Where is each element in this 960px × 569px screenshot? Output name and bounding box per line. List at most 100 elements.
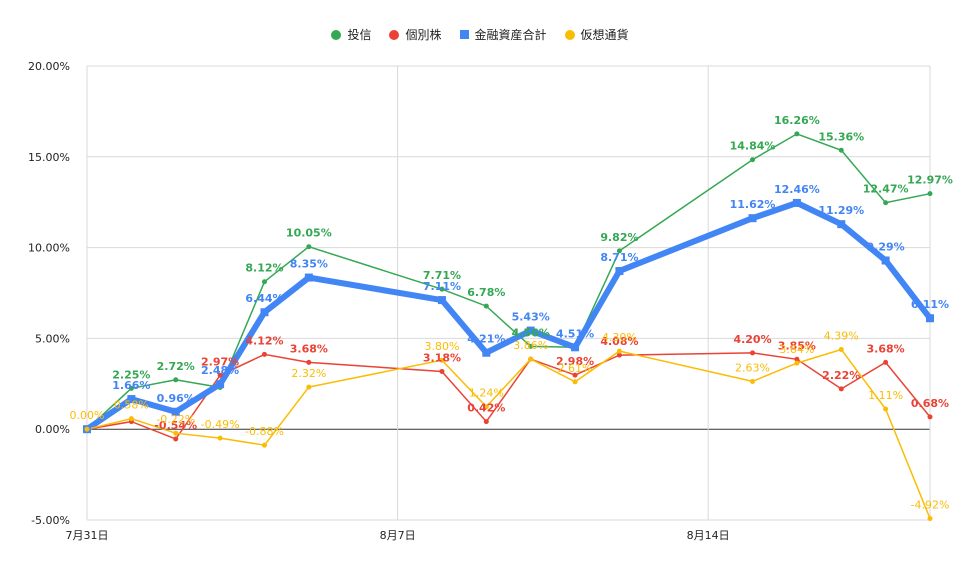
data-point-2[interactable]: [615, 267, 624, 276]
data-label-2: 4.51%: [556, 327, 594, 340]
data-point-1[interactable]: [261, 351, 267, 357]
data-point-0[interactable]: [483, 303, 489, 309]
data-label-0: 12.97%: [907, 174, 953, 187]
data-label-3: 0.58%: [114, 399, 149, 412]
data-label-3: 3.64%: [779, 343, 814, 356]
legend-item-1[interactable]: 個別株: [389, 26, 442, 43]
data-label-2: 2.48%: [201, 364, 239, 377]
data-label-3: -4.92%: [911, 499, 950, 512]
legend-swatch-0: [331, 29, 342, 40]
y-tick-label: 5.00%: [35, 332, 70, 345]
data-label-3: -0.22%: [156, 413, 195, 426]
data-point-1[interactable]: [838, 386, 844, 392]
data-label-2: 7.11%: [423, 280, 461, 293]
legend-item-0[interactable]: 投信: [331, 26, 371, 43]
data-point-0[interactable]: [439, 286, 445, 292]
data-point-1[interactable]: [439, 368, 445, 374]
legend-label-3: 仮想通貨: [580, 28, 629, 42]
data-point-0[interactable]: [173, 377, 179, 383]
data-point-2[interactable]: [127, 395, 136, 404]
data-point-3[interactable]: [84, 426, 90, 432]
data-point-2[interactable]: [837, 220, 846, 229]
data-point-2[interactable]: [792, 198, 801, 207]
data-point-0[interactable]: [528, 343, 534, 349]
data-point-2[interactable]: [304, 273, 313, 282]
data-label-2: 12.46%: [774, 183, 820, 196]
data-point-1[interactable]: [217, 372, 223, 378]
data-point-0[interactable]: [883, 200, 889, 206]
data-point-0[interactable]: [927, 191, 933, 197]
legend-item-3[interactable]: 仮想通貨: [564, 26, 629, 43]
data-point-0[interactable]: [128, 385, 134, 391]
data-label-3: 1.24%: [469, 387, 504, 400]
data-point-3[interactable]: [306, 384, 312, 390]
data-point-0[interactable]: [616, 248, 622, 254]
data-point-0[interactable]: [794, 131, 800, 137]
data-point-0[interactable]: [261, 279, 267, 285]
data-label-0: 14.84%: [730, 140, 776, 153]
data-point-2[interactable]: [171, 407, 180, 416]
data-point-1[interactable]: [883, 359, 889, 365]
data-label-0: 16.26%: [774, 114, 820, 127]
data-point-3[interactable]: [750, 378, 756, 384]
data-label-3: 1.11%: [868, 389, 903, 402]
data-point-2[interactable]: [437, 296, 446, 305]
data-point-0[interactable]: [306, 244, 312, 250]
chart-legend: 投信 個別株 金融資産合計 仮想通貨: [0, 26, 960, 43]
data-point-0[interactable]: [838, 147, 844, 153]
data-point-2[interactable]: [482, 348, 491, 357]
series-line-2: [85, 199, 933, 432]
data-point-3[interactable]: [217, 435, 223, 441]
data-point-1[interactable]: [173, 436, 179, 442]
y-tick-label: 15.00%: [28, 151, 70, 164]
data-point-3[interactable]: [838, 346, 844, 352]
data-label-2: 1.66%: [112, 379, 150, 392]
data-point-2[interactable]: [748, 214, 757, 223]
data-label-0: 2.72%: [157, 360, 195, 373]
data-label-3: -0.49%: [201, 418, 240, 431]
data-point-1[interactable]: [927, 414, 933, 420]
y-tick-label: -5.00%: [31, 514, 70, 527]
data-label-3: 4.30%: [602, 331, 637, 344]
data-point-1[interactable]: [483, 419, 489, 425]
data-point-3[interactable]: [528, 356, 534, 362]
data-label-3: 4.39%: [824, 329, 859, 342]
data-point-0[interactable]: [750, 157, 756, 163]
data-point-3[interactable]: [794, 360, 800, 366]
data-point-3[interactable]: [616, 348, 622, 354]
data-point-1[interactable]: [794, 356, 800, 362]
data-point-3[interactable]: [261, 442, 267, 448]
data-label-2: 9.29%: [867, 240, 905, 253]
data-point-1[interactable]: [572, 372, 578, 378]
data-label-2: 8.35%: [290, 258, 328, 271]
data-label-1: 3.85%: [778, 339, 816, 352]
data-point-3[interactable]: [483, 404, 489, 410]
data-label-3: 2.32%: [291, 367, 326, 380]
data-point-2[interactable]: [571, 343, 580, 352]
data-point-1[interactable]: [750, 350, 756, 356]
data-point-1[interactable]: [616, 352, 622, 358]
legend-label-2: 金融資産合計: [474, 28, 547, 42]
data-label-1: 2.98%: [556, 355, 594, 368]
data-point-3[interactable]: [128, 416, 134, 422]
data-point-2[interactable]: [926, 314, 934, 323]
data-point-2[interactable]: [260, 308, 269, 317]
data-point-2[interactable]: [526, 326, 535, 335]
data-point-3[interactable]: [439, 357, 445, 363]
data-label-0: 4.56%: [512, 326, 550, 339]
data-point-3[interactable]: [883, 406, 889, 412]
data-point-2[interactable]: [216, 380, 225, 389]
series-line-0: [86, 133, 931, 430]
data-label-3: 3.86%: [513, 339, 548, 352]
data-label-2: 11.29%: [818, 204, 864, 217]
legend-item-2[interactable]: 金融資産合計: [459, 26, 547, 43]
data-point-3[interactable]: [927, 516, 933, 522]
data-point-3[interactable]: [173, 430, 179, 436]
data-point-1[interactable]: [306, 359, 312, 365]
x-tick-label: 8月14日: [687, 529, 730, 542]
data-point-3[interactable]: [572, 379, 578, 385]
legend-swatch-1: [389, 29, 400, 40]
legend-swatch-2: [459, 30, 469, 39]
data-label-1: 3.68%: [867, 342, 905, 355]
data-point-2[interactable]: [881, 256, 890, 265]
